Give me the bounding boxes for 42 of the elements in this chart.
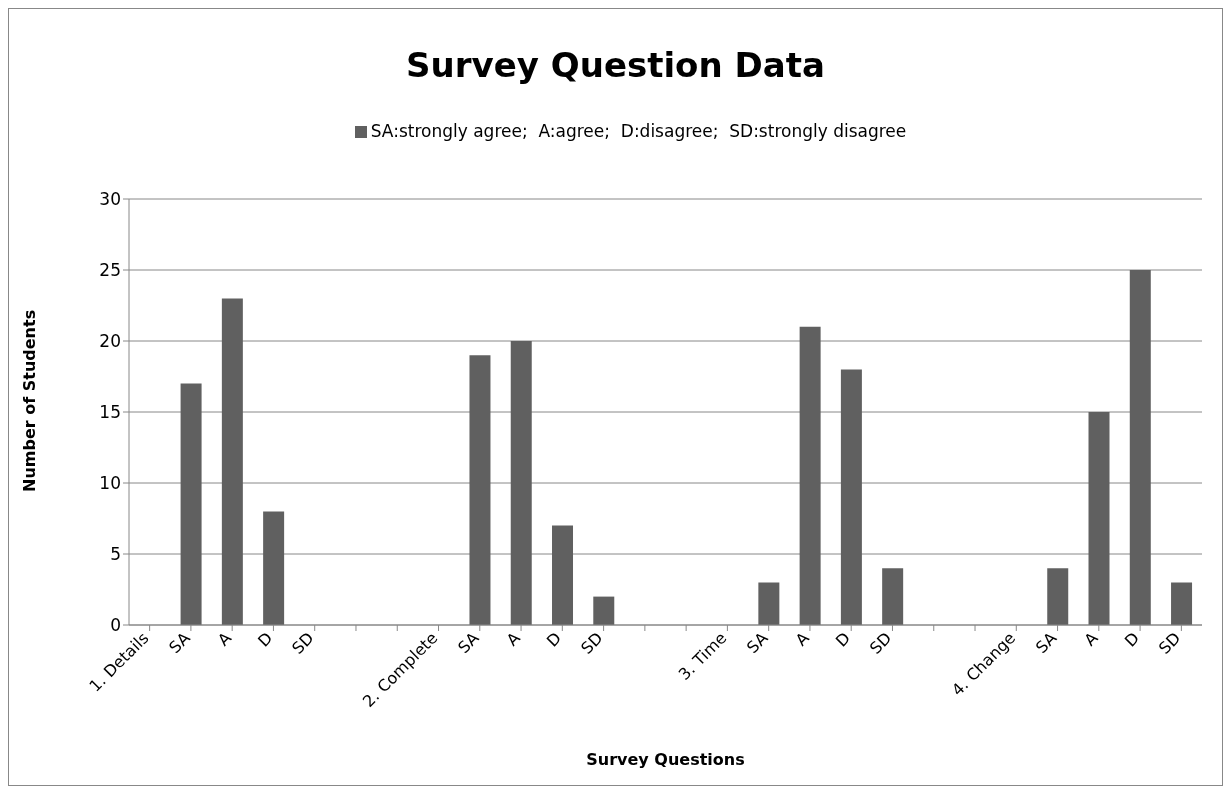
x-tick-label: D	[1120, 628, 1143, 651]
x-tick-label: A	[791, 628, 813, 650]
x-tick-label: D	[543, 628, 566, 651]
x-tick-label: A	[1080, 628, 1102, 650]
bar	[758, 582, 780, 625]
bar	[1129, 270, 1151, 625]
legend-label: SA:strongly agree; A:agree; D:disagree; SD:strongly disagree	[370, 121, 907, 141]
x-tick-label: SD	[1154, 628, 1185, 658]
bar	[1171, 582, 1193, 625]
bar	[221, 298, 243, 625]
bar	[263, 511, 285, 625]
y-tick-label: 5	[110, 544, 121, 565]
y-tick-label: 20	[99, 331, 121, 352]
y-tick-label: 30	[99, 189, 121, 210]
y-tick-label: 0	[110, 615, 121, 636]
y-tick-label: 10	[99, 473, 121, 494]
x-tick-label: A	[502, 628, 524, 650]
x-tick-label: SA	[1031, 628, 1061, 657]
bar	[510, 341, 532, 625]
bar	[469, 355, 491, 625]
x-tick-label: SA	[742, 628, 772, 657]
chart-title: Survey Question Data	[405, 45, 826, 85]
x-tick-label: SD	[865, 628, 896, 658]
x-tick-label: SA	[454, 628, 483, 657]
bar	[180, 383, 202, 625]
x-axis-title: Survey Questions	[586, 750, 745, 769]
bar	[799, 326, 821, 625]
bar	[882, 568, 904, 625]
x-tick-label: SD	[577, 628, 607, 658]
y-tick-label: 25	[99, 260, 121, 281]
x-tick-label: SD	[288, 628, 318, 658]
bar	[593, 596, 615, 625]
bar	[840, 369, 862, 625]
x-tick-label: A	[213, 628, 236, 650]
y-axis-title: Number of Students	[19, 309, 39, 492]
bar	[1088, 412, 1110, 625]
bar	[1047, 568, 1069, 625]
x-tick-label: SA	[165, 628, 194, 657]
x-tick-label: D	[254, 628, 277, 651]
bar	[552, 525, 574, 625]
x-tick-label: D	[831, 628, 855, 651]
y-tick-label: 15	[99, 402, 121, 423]
